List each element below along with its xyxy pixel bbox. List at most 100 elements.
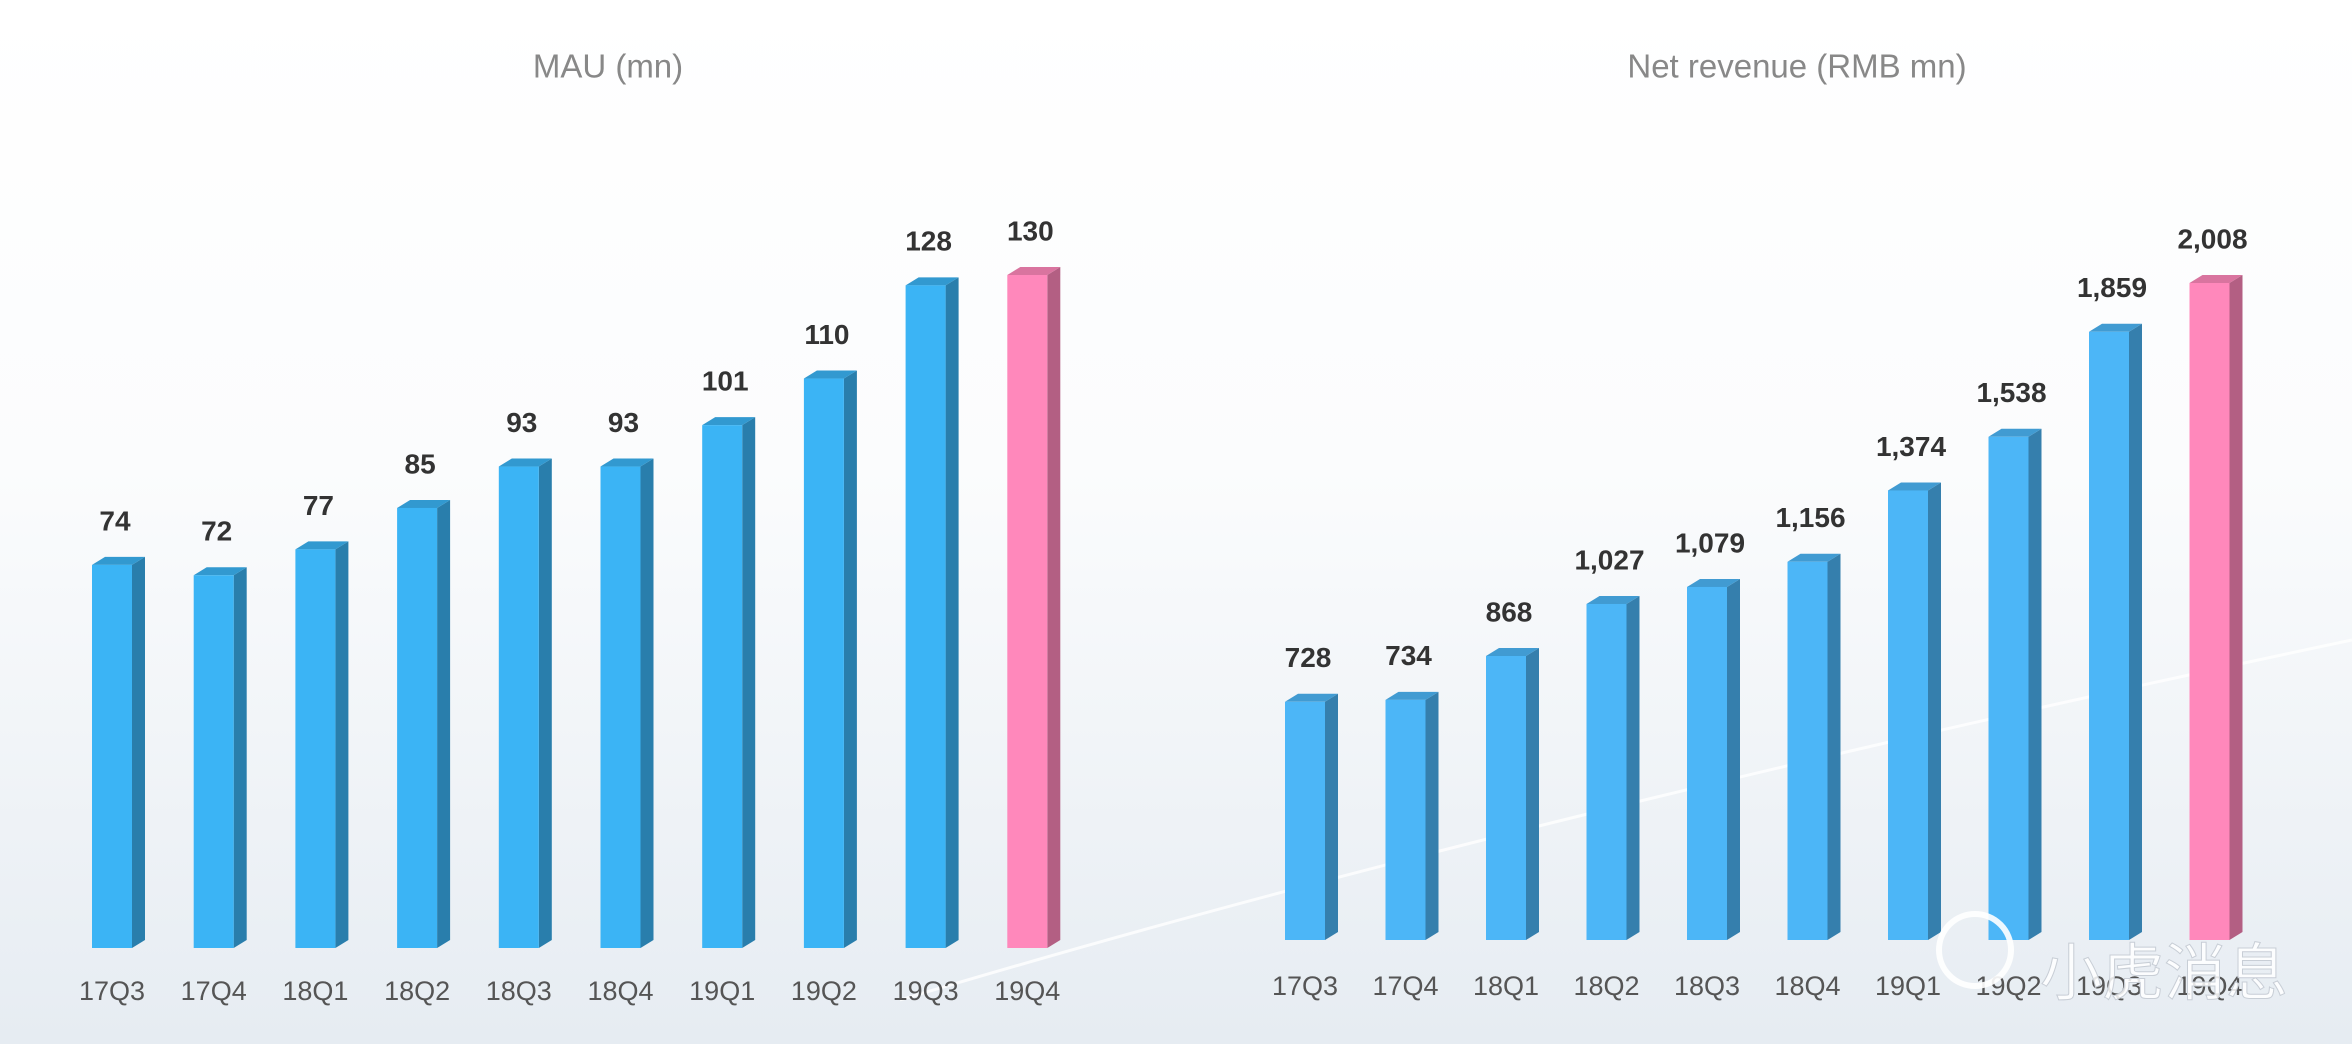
bar: [905, 285, 946, 948]
bar-top: [1888, 482, 1941, 491]
bar-top: [600, 458, 654, 467]
bar-side: [2129, 323, 2142, 941]
value-label: 93: [608, 407, 639, 438]
bar-side: [945, 277, 959, 948]
x-tick-label: 18Q1: [282, 976, 348, 1006]
x-tick-label: 18Q2: [1573, 971, 1639, 1001]
value-label: 110: [804, 319, 849, 350]
bar: [1007, 275, 1048, 948]
x-tick-label: 17Q4: [181, 976, 247, 1006]
bar-side: [538, 458, 552, 948]
bar: [803, 378, 844, 948]
bar-side: [1425, 691, 1439, 940]
bar: [702, 425, 743, 949]
x-tick-label: 19Q1: [1875, 971, 1941, 1001]
value-label: 72: [201, 516, 232, 547]
x-tick-label: 18Q2: [384, 976, 450, 1006]
value-label: 868: [1486, 596, 1533, 627]
bar-top: [702, 417, 756, 426]
watermark-icon: [1936, 911, 2014, 989]
bar: [2189, 283, 2230, 940]
x-tick-label: 19Q3: [893, 976, 959, 1006]
bar-top: [92, 556, 145, 565]
value-label: 93: [506, 407, 537, 438]
value-label: 130: [1007, 215, 1054, 246]
x-tick-label: 18Q3: [1674, 971, 1740, 1001]
bar-side: [843, 370, 857, 948]
bar-top: [1007, 267, 1061, 275]
x-tick-label: 18Q4: [1774, 971, 1840, 1001]
bar: [1888, 490, 1928, 940]
bar: [2089, 331, 2129, 941]
x-tick-label: 18Q3: [486, 976, 552, 1006]
x-tick-label: 19Q4: [2176, 971, 2242, 1001]
bar-top: [803, 370, 857, 379]
value-label: 85: [405, 448, 436, 479]
chart-title: Net revenue (RMB mn): [1627, 48, 1966, 85]
bar-top: [1486, 647, 1539, 656]
x-tick-label: 18Q1: [1473, 971, 1539, 1001]
bar-top: [1988, 428, 2042, 437]
bar-top: [1285, 693, 1338, 702]
x-tick-label: 19Q1: [689, 976, 755, 1006]
bar: [1486, 655, 1526, 940]
bar-side: [1047, 267, 1061, 948]
bar-side: [1727, 578, 1740, 940]
value-label: 734: [1385, 640, 1432, 671]
value-label: 1,079: [1675, 527, 1745, 558]
bar: [498, 466, 539, 948]
bar-side: [335, 541, 349, 948]
value-label: 2,008: [2177, 223, 2247, 254]
chart-title: MAU (mn): [533, 48, 683, 85]
value-label: 1,859: [2077, 272, 2147, 303]
value-label: 728: [1285, 642, 1332, 673]
bar-side: [1526, 647, 1539, 940]
x-tick-label: 19Q2: [791, 976, 857, 1006]
value-label: 1,027: [1574, 544, 1644, 575]
bar-side: [742, 417, 756, 949]
value-label: 74: [99, 505, 131, 536]
bar: [600, 466, 641, 948]
bar: [1687, 586, 1727, 940]
bar-top: [295, 541, 349, 550]
bar-top: [1586, 595, 1640, 604]
value-label: 77: [303, 490, 334, 521]
watermark: 小虎消息: [2040, 939, 2288, 1008]
bar: [397, 507, 438, 948]
bar-top: [2089, 323, 2142, 332]
x-tick-label: 19Q3: [2076, 971, 2142, 1001]
x-tick-label: 18Q4: [587, 976, 653, 1006]
bar-top: [1787, 553, 1841, 562]
bar-side: [1827, 553, 1841, 940]
bar-side: [1928, 482, 1941, 940]
bar-top: [397, 499, 451, 508]
bar-top: [1687, 578, 1740, 587]
bar-side: [640, 458, 654, 948]
bar: [92, 564, 132, 948]
x-tick-label: 17Q4: [1372, 971, 1438, 1001]
bar-top: [905, 277, 959, 286]
value-label: 128: [905, 226, 952, 257]
bar: [1285, 701, 1325, 940]
bar: [1787, 561, 1828, 940]
bar-side: [437, 499, 451, 948]
bar: [1385, 699, 1426, 940]
bar-side: [2229, 275, 2243, 940]
bar-top: [498, 458, 552, 467]
value-label: 1,374: [1876, 431, 1946, 462]
value-label: 101: [702, 366, 749, 397]
bar-side: [1325, 693, 1338, 940]
bar-side: [233, 567, 247, 948]
x-tick-label: 17Q3: [79, 976, 145, 1006]
bar-side: [132, 556, 145, 948]
bar: [1586, 603, 1627, 940]
bar-top: [1385, 691, 1439, 700]
bar: [295, 549, 336, 948]
x-tick-label: 17Q3: [1272, 971, 1338, 1001]
value-label: 1,156: [1775, 502, 1845, 533]
x-tick-label: 19Q4: [994, 976, 1060, 1006]
value-label: 1,538: [1976, 377, 2046, 408]
bar: [1988, 436, 2029, 940]
bar-top: [2189, 275, 2243, 283]
